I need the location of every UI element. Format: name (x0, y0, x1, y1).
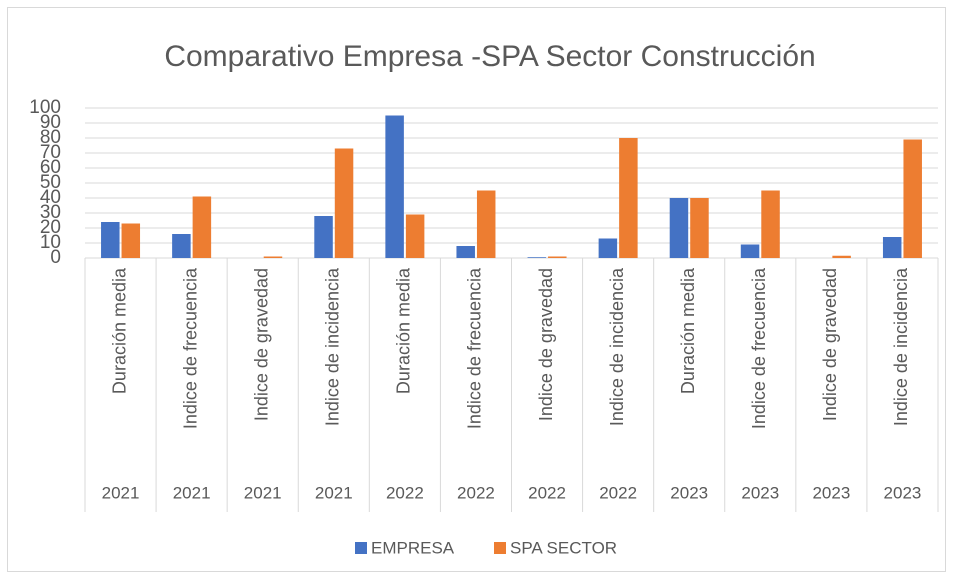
x-tick-label: Indice de frecuencia (749, 267, 769, 429)
y-tick-label: 30 (40, 202, 61, 223)
x-tick-label: Indice de gravedad (251, 268, 271, 421)
chart-title: Comparativo Empresa -SPA Sector Construc… (164, 40, 815, 73)
y-tick-label: 20 (40, 217, 61, 238)
bar (476, 190, 496, 258)
bar (619, 138, 638, 258)
y-tick-label: 60 (40, 157, 61, 178)
x-tick-label: Indice de gravedad (536, 268, 556, 421)
bar (598, 238, 618, 258)
x-group-label: 2022 (457, 483, 495, 502)
y-tick-label: 0 (50, 247, 61, 268)
x-tick-label: Duración media (678, 267, 698, 394)
x-group-label: 2023 (741, 483, 779, 502)
x-tick-label: Indice de incidencia (891, 267, 911, 426)
x-tick-label: Indice de incidencia (323, 267, 343, 426)
bar (121, 223, 141, 258)
legend-label: SPA SECTOR (510, 538, 617, 557)
x-group-label: 2021 (173, 483, 211, 502)
x-tick-label: Duración media (394, 267, 414, 394)
y-tick-label: 40 (40, 187, 61, 208)
bar (882, 237, 902, 258)
bar (101, 222, 120, 258)
bar (669, 198, 689, 258)
x-group-label: 2021 (244, 483, 282, 502)
x-group-label: 2021 (102, 483, 140, 502)
y-tick-label: 70 (40, 142, 61, 163)
chart-border (7, 7, 946, 572)
bar (548, 256, 567, 258)
legend-swatch (355, 542, 367, 554)
bar (385, 115, 404, 258)
x-group-label: 2023 (884, 483, 922, 502)
bar (761, 190, 780, 258)
bar (334, 148, 354, 258)
bar (903, 139, 922, 258)
x-tick-label: Indice de gravedad (820, 268, 840, 421)
bar (263, 256, 283, 258)
y-tick-label: 10 (40, 232, 61, 253)
y-tick-label: 90 (40, 112, 61, 133)
y-tick-label: 100 (29, 97, 61, 118)
bar (172, 234, 191, 258)
y-tick-label: 50 (40, 172, 61, 193)
x-tick-label: Indice de frecuencia (180, 267, 200, 429)
x-group-label: 2022 (386, 483, 424, 502)
bar (314, 216, 333, 258)
bar (527, 257, 547, 258)
bar (456, 246, 475, 258)
x-group-label: 2023 (670, 483, 708, 502)
bar (740, 244, 760, 258)
bar (192, 196, 212, 258)
legend-swatch (494, 542, 506, 554)
y-tick-label: 80 (40, 127, 61, 148)
bar (690, 198, 709, 258)
x-tick-label: Duración media (109, 267, 129, 394)
x-group-label: 2022 (528, 483, 566, 502)
legend-label: EMPRESA (371, 538, 455, 557)
x-group-label: 2022 (599, 483, 637, 502)
x-group-label: 2023 (812, 483, 850, 502)
bar (405, 214, 425, 258)
x-tick-label: Indice de frecuencia (465, 267, 485, 429)
bar (832, 255, 851, 258)
x-tick-label: Indice de incidencia (607, 267, 627, 426)
x-group-label: 2021 (315, 483, 353, 502)
